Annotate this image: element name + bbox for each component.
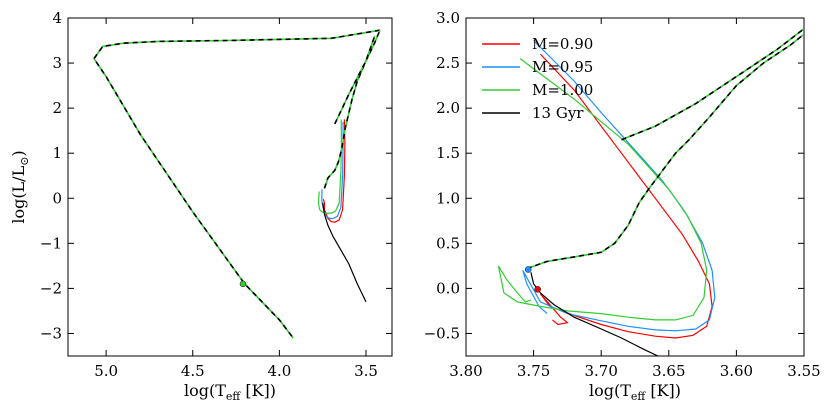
x-tick-label: 3.55 <box>787 362 820 380</box>
series-rgb-isochrone-dashed <box>526 33 804 270</box>
x-tick-label: 3.70 <box>584 362 617 380</box>
series-13-gyr <box>322 202 367 303</box>
series-hb-branch-dashed <box>621 28 804 141</box>
series-m-0-90 <box>322 119 346 223</box>
y-tick-label: 0.0 <box>436 279 460 297</box>
y-tick-label: 2 <box>52 99 62 117</box>
legend-label: M=1.00 <box>532 81 593 99</box>
series-13-gyr <box>530 272 659 356</box>
right-xlabel: log(Teff [K]) <box>589 381 681 403</box>
y-tick-label: 1.0 <box>436 189 460 207</box>
y-tick-label: 2.5 <box>436 54 460 72</box>
series-m-0-90 <box>539 53 713 339</box>
y-tick-label: 3.0 <box>436 9 460 27</box>
left-plot-frame <box>67 17 393 357</box>
series-hb-branch <box>334 35 376 125</box>
y-tick-label: 2.0 <box>436 99 460 117</box>
x-tick-label: 3.65 <box>652 362 685 380</box>
right-panel: 3.80 3.75 3.70 3.65 3.60 3.55 −0.5 0.0 0.5 1.0 1.5… <box>424 9 821 403</box>
white-dwarf-marker <box>239 280 247 288</box>
blue-turnoff-marker <box>524 266 532 273</box>
y-tick-label: −2 <box>40 279 62 297</box>
series-m-1-00 <box>497 58 708 321</box>
y-tick-label: −1 <box>40 234 62 252</box>
x-tick-label: 4.5 <box>181 362 205 380</box>
left-panel: 5.0 4.5 4.0 3.5 −3 −2 −1 0 1 2 3 4 log(Teff [K]) lo… <box>9 9 393 403</box>
x-tick-label: 3.75 <box>517 362 550 380</box>
y-tick-label: −0.5 <box>424 324 460 342</box>
y-tick-label: −3 <box>40 324 62 342</box>
left-ylabel: log(L/L⊙) <box>9 150 31 223</box>
series-post-agb-wd-track <box>93 29 381 339</box>
x-tick-label: 3.80 <box>449 362 482 380</box>
series-rgb-track <box>323 29 381 189</box>
red-turnoff-marker <box>534 286 541 293</box>
left-xlabel: log(Teff [K]) <box>184 381 276 403</box>
series-m-1-00 <box>317 119 343 214</box>
x-tick-label: 5.0 <box>94 362 118 380</box>
y-tick-label: 0 <box>52 189 62 207</box>
y-tick-label: 4 <box>52 9 62 27</box>
legend: M=0.90 M=0.95 M=1.00 13 Gyr <box>482 35 593 122</box>
x-tick-label: 3.60 <box>720 362 753 380</box>
y-tick-label: 3 <box>52 54 62 72</box>
legend-label: M=0.95 <box>532 58 593 76</box>
legend-label: M=0.90 <box>532 35 593 53</box>
right-plot-frame <box>465 17 805 357</box>
x-tick-label: 4.0 <box>267 362 291 380</box>
series-rgb-track-dashed <box>323 29 381 189</box>
series-post-agb-wd-track-dashed <box>93 29 381 339</box>
series-m-0-95 <box>522 40 716 332</box>
series-hb-branch <box>621 28 804 141</box>
x-tick-label: 3.5 <box>354 362 378 380</box>
y-tick-label: 1 <box>52 144 62 162</box>
legend-label: 13 Gyr <box>532 104 584 122</box>
y-tick-label: 0.5 <box>436 234 460 252</box>
y-tick-label: 1.5 <box>436 144 460 162</box>
series-hb-branch-dashed <box>334 35 376 125</box>
